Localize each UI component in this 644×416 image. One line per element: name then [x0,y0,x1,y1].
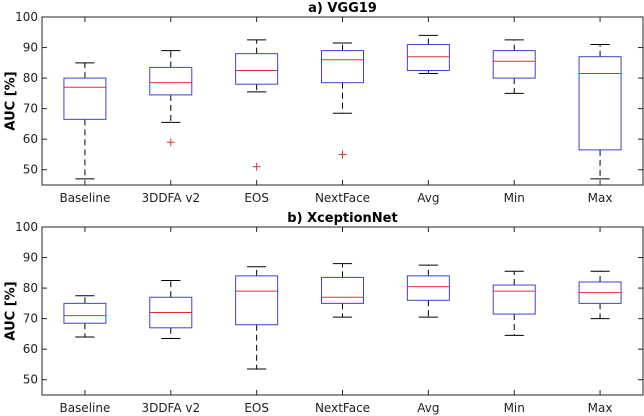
x-tick-label-3ddfa-v2: 3DDFA v2 [141,191,200,205]
x-tick-label-min: Min [504,191,525,205]
iqr-box [63,77,107,120]
box-eos [235,266,279,370]
y-tick-label: 90 [23,41,38,55]
iqr-box [235,275,279,326]
y-tick-label: 90 [23,251,38,265]
iqr-box [492,284,536,315]
x-tick-label-min: Min [504,401,525,415]
y-tick-label: 50 [23,373,38,387]
y-tick-label: 100 [15,10,38,24]
panel-vgg19: 50 60 70 80 90 100 Baseline 3DDFA v2 EOS NextFace… [4,1,644,205]
x-tick-label-nextface: NextFace [315,191,370,205]
panel-xceptionnet: 50 60 70 80 90 100 Baseline 3DDFA v2 EOS NextFace… [4,211,644,415]
box-eos [235,39,279,171]
outlier-marker [338,150,347,159]
iqr-box [321,50,364,84]
box-nextface [321,263,364,318]
iqr-box [321,276,364,304]
outlier-marker [252,162,261,171]
x-tick-label-eos: EOS [244,401,269,415]
iqr-box [63,302,107,324]
box-baseline [63,295,107,338]
x-tick-label-eos: EOS [244,191,269,205]
y-tick-label: 80 [23,71,38,85]
x-tick-label-baseline: Baseline [59,191,110,205]
y-tick-label: 60 [23,342,38,356]
iqr-box [406,43,450,71]
axes-frame [41,226,644,396]
iqr-box [235,53,279,85]
box-3ddfa-v2 [149,50,193,147]
iqr-box [406,275,450,301]
iqr-box [149,66,193,96]
x-tick-label-max: Max [588,191,613,205]
axes-frame [41,16,644,186]
y-tick-label: 100 [15,220,38,234]
x-tick-label-nextface: NextFace [315,401,370,415]
y-tick-label: 50 [23,163,38,177]
box-3ddfa-v2 [149,279,193,339]
y-axis-label: AUC [%] [4,71,19,130]
y-tick-label: 70 [23,312,38,326]
x-tick-label-baseline: Baseline [59,401,110,415]
box-max [578,43,622,180]
outlier-marker [166,138,175,147]
box-min [492,270,536,336]
x-tick-label-avg: Avg [417,191,439,205]
iqr-box [492,50,536,79]
y-tick-label: 70 [23,102,38,116]
chart-title: b) XceptionNet [287,211,397,226]
x-tick-label-3ddfa-v2: 3DDFA v2 [141,401,200,415]
iqr-box [578,56,622,151]
y-axis-label: AUC [%] [4,281,19,340]
box-avg [406,264,450,318]
y-tick-label: 60 [23,132,38,146]
box-baseline [63,62,107,180]
box-nextface [321,42,364,159]
box-max [578,270,622,320]
chart-title: a) VGG19 [308,1,377,16]
x-tick-label-max: Max [588,401,613,415]
x-tick-label-avg: Avg [417,401,439,415]
box-min [492,39,536,94]
box-avg [406,34,450,75]
y-tick-label: 80 [23,281,38,295]
